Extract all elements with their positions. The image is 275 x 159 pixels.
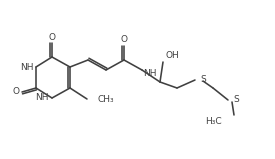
Text: S: S [200,75,206,83]
Text: CH₃: CH₃ [98,94,115,104]
Text: H₃C: H₃C [205,117,222,125]
Text: NH: NH [143,69,156,79]
Text: S: S [233,96,239,104]
Text: NH: NH [21,62,34,72]
Text: OH: OH [165,51,179,59]
Text: NH: NH [35,93,49,103]
Text: O: O [48,32,56,41]
Text: O: O [120,35,128,45]
Text: O: O [12,87,20,97]
